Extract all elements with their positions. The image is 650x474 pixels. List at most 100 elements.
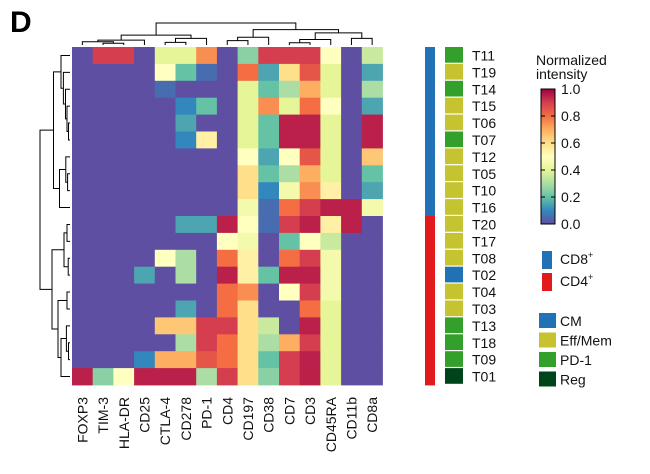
heatmap-cell — [154, 317, 176, 335]
heatmap-cell — [361, 182, 383, 200]
heatmap-cell — [175, 232, 197, 251]
heatmap-cell — [113, 216, 135, 234]
heatmap-cell — [320, 80, 342, 99]
lineage-cell — [425, 232, 435, 251]
dendrogram-branch — [57, 300, 67, 359]
lineage-cell — [425, 97, 435, 115]
subtype-legend-label: Reg — [560, 372, 586, 388]
heatmap-cell — [361, 199, 383, 217]
heatmap-cell — [92, 368, 114, 386]
column-label: CTLA-4 — [157, 397, 173, 445]
heatmap-cell — [258, 232, 280, 251]
heatmap-cell — [154, 148, 176, 166]
heatmap-cell — [361, 131, 383, 149]
subtype-legend-swatch — [539, 332, 556, 348]
heatmap-cell — [134, 368, 156, 386]
dendrogram-branch — [120, 34, 192, 41]
colorbar-gradient — [540, 88, 556, 225]
lineage-cell — [425, 148, 435, 166]
heatmap-cell — [113, 131, 135, 149]
subtype-legend-label: PD-1 — [560, 352, 592, 368]
heatmap-cell — [320, 97, 342, 115]
lineage-cell — [425, 80, 435, 99]
colorbar-tick-label: 0.2 — [561, 189, 581, 205]
subtype-cell — [445, 317, 463, 334]
heatmap-cell — [216, 266, 238, 284]
heatmap-cell — [175, 182, 197, 200]
heatmap-cell — [134, 351, 156, 369]
dendrogram-branch — [68, 122, 70, 141]
heatmap-cell — [154, 368, 176, 386]
heatmap-cell — [279, 232, 301, 251]
column-dendrogram — [81, 22, 373, 45]
heatmap-cell — [196, 47, 218, 65]
heatmap-cell — [341, 317, 363, 335]
subtype-annotation-bar — [445, 47, 463, 384]
heatmap-cell — [279, 266, 301, 284]
heatmap-cell — [299, 266, 321, 284]
column-label: FOXP3 — [74, 397, 90, 443]
dendrogram-branch — [175, 37, 208, 45]
heatmap-cell — [175, 283, 197, 301]
heatmap-cell — [216, 131, 238, 149]
heatmap-cell — [279, 368, 301, 386]
lineage-legend: CD8+ CD4+ — [542, 250, 593, 291]
heatmap-cell — [341, 182, 363, 200]
heatmap-cell — [341, 300, 363, 318]
heatmap-cell — [72, 97, 94, 115]
heatmap-cell — [361, 351, 383, 369]
heatmap-cell — [134, 216, 156, 234]
lineage-cell — [425, 131, 435, 149]
heatmap-cell — [361, 368, 383, 386]
heatmap-cell — [216, 47, 238, 65]
heatmap-cell — [299, 334, 321, 352]
subtype-cell — [445, 165, 463, 181]
heatmap-cell — [196, 199, 218, 217]
heatmap-cell — [196, 351, 218, 369]
heatmap-cell — [299, 47, 321, 65]
heatmap-cell — [320, 182, 342, 200]
heatmap-cell — [92, 232, 114, 251]
heatmap-cell — [361, 283, 383, 301]
heatmap-cell — [154, 80, 176, 99]
heatmap-cell — [299, 351, 321, 369]
heatmap-cell — [113, 148, 135, 166]
heatmap-cell — [154, 199, 176, 217]
heatmap-cell — [258, 249, 280, 268]
subtype-cell — [445, 232, 463, 249]
heatmap-cell — [196, 232, 218, 251]
heatmap-cell — [341, 97, 363, 115]
lineage-cell — [425, 216, 435, 234]
dendrogram-branch — [226, 40, 249, 45]
heatmap-cell — [279, 63, 301, 82]
heatmap-cell — [341, 80, 363, 99]
heatmap-cell — [134, 232, 156, 251]
heatmap-cell — [258, 131, 280, 149]
heatmap-cell — [113, 199, 135, 217]
heatmap-cell — [113, 182, 135, 200]
heatmap-cell — [154, 131, 176, 149]
heatmap-cell — [279, 351, 301, 369]
heatmap-cell — [92, 80, 114, 99]
heatmap-cell — [113, 351, 135, 369]
column-label: CD38 — [261, 397, 277, 433]
heatmap-cell — [196, 63, 218, 82]
heatmap-cell — [113, 283, 135, 301]
heatmap-cell — [299, 317, 321, 335]
heatmap-cell — [72, 249, 94, 268]
heatmap-cell — [134, 131, 156, 149]
heatmap-cell — [175, 80, 197, 99]
dendrogram-branch — [299, 39, 332, 45]
subtype-cell — [445, 199, 463, 215]
heatmap-cell — [237, 47, 259, 65]
heatmap-cell — [279, 199, 301, 217]
heatmap-cell — [341, 131, 363, 149]
subtype-cell — [445, 148, 463, 165]
heatmap-cell — [216, 97, 238, 115]
heatmap-cell — [299, 182, 321, 200]
heatmap-cell — [361, 63, 383, 82]
heatmap-cell — [92, 249, 114, 268]
heatmap-cell — [237, 368, 259, 386]
subtype-cell — [445, 216, 463, 232]
heatmap-cell — [72, 80, 94, 99]
